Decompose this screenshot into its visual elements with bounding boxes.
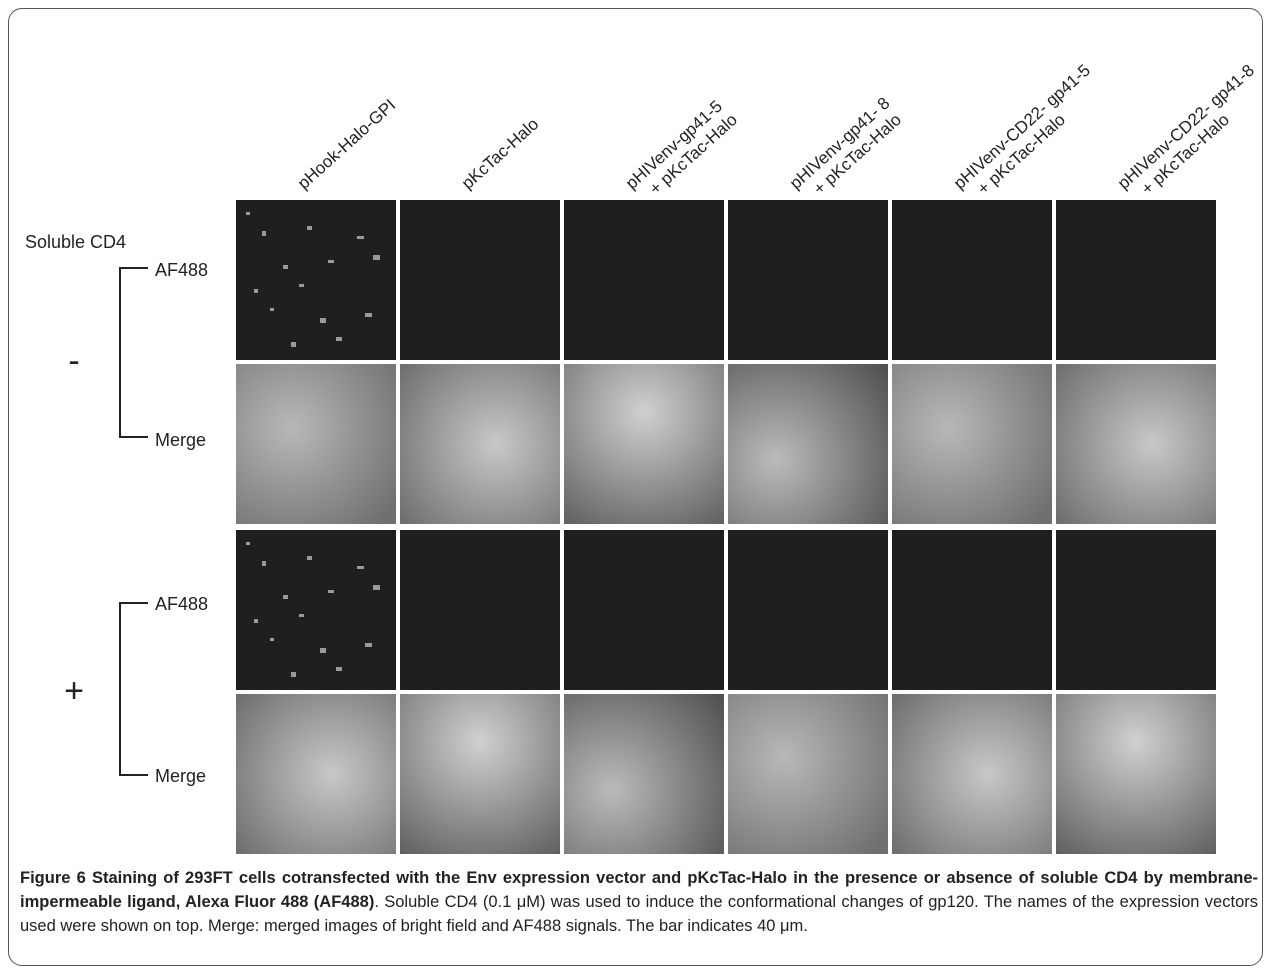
column-header: pHIVenv-gp41-5+ pKcTac-Halo [622,95,741,208]
column-header: pHIVenv-gp41- 8+ pKcTac-Halo [786,93,907,207]
cell-signal [283,595,288,599]
micrograph [236,530,396,690]
cell-signal [320,318,326,323]
cell-signal [336,667,342,671]
cell-signal [307,556,312,560]
micrograph [564,200,724,360]
cell-signal [262,231,266,236]
micrograph [1056,200,1216,360]
cell-signal [283,265,288,269]
micrograph [728,694,888,854]
cell-signal [254,619,258,623]
caption: Figure 6 Staining of 293FT cells cotrans… [20,866,1258,938]
micrograph [728,200,888,360]
group-sign: + [64,672,84,710]
cell-signal [357,566,364,569]
header-line: pHIVenv-CD22- gp41-5 [950,61,1094,193]
micrograph [564,694,724,854]
cell-signal [299,614,304,617]
cell-signal [373,585,380,590]
column-header: pKcTac-Halo [458,114,542,193]
figure-panel: Soluble CD4 pHook-Halo-GPI pKcTac-Halo pHI… [0,0,1273,870]
row-label: AF488 [155,594,208,614]
row-label: AF488 [155,260,208,280]
cell-signal [246,212,250,215]
micrograph [400,530,560,690]
cell-signal [246,542,250,545]
micrograph [1056,364,1216,524]
cell-signal [270,638,274,641]
bracket [120,268,148,775]
cell-signal [254,289,258,293]
column-header: pHIVenv-CD22- gp41-5+ pKcTac-Halo [950,61,1107,208]
micrograph [236,694,396,854]
row-label: Merge [155,766,206,786]
row-group-title: Soluble CD4 [25,232,126,252]
micrograph [1056,694,1216,854]
cell-signal [291,672,296,677]
cell-signal [328,590,334,593]
micrograph [1056,530,1216,690]
cell-signal [299,284,304,287]
cell-signal [365,313,372,317]
micrograph [400,694,560,854]
micrograph [564,530,724,690]
cell-signal [320,648,326,653]
cell-signal [270,308,274,311]
column-header: pHIVenv-CD22- gp41-8+ pKcTac-Halo [1114,61,1271,208]
micrograph [400,364,560,524]
micrograph [728,530,888,690]
row-label: Merge [155,430,206,450]
cell-signal [307,226,312,230]
group-sign: - [68,342,79,380]
header-line: pKcTac-Halo [458,114,542,193]
micrograph [892,530,1052,690]
micrograph [728,364,888,524]
cell-signal [291,342,296,347]
cell-signal [262,561,266,566]
micrograph [564,364,724,524]
header-line: pHook-Halo-GPI [294,95,399,193]
page: {"figure": { "column_headers": [ ["pHook… [0,0,1273,976]
cell-signal [328,260,334,263]
cell-signal [365,643,372,647]
column-header: pHook-Halo-GPI [294,95,399,193]
micrograph [892,364,1052,524]
cell-signal [373,255,380,260]
cell-signal [336,337,342,341]
micrograph [236,200,396,360]
micrograph [400,200,560,360]
micrograph [892,694,1052,854]
micrograph [236,364,396,524]
micrograph [892,200,1052,360]
header-line: pHIVenv-CD22- gp41-8 [1114,61,1258,193]
cell-signal [357,236,364,239]
